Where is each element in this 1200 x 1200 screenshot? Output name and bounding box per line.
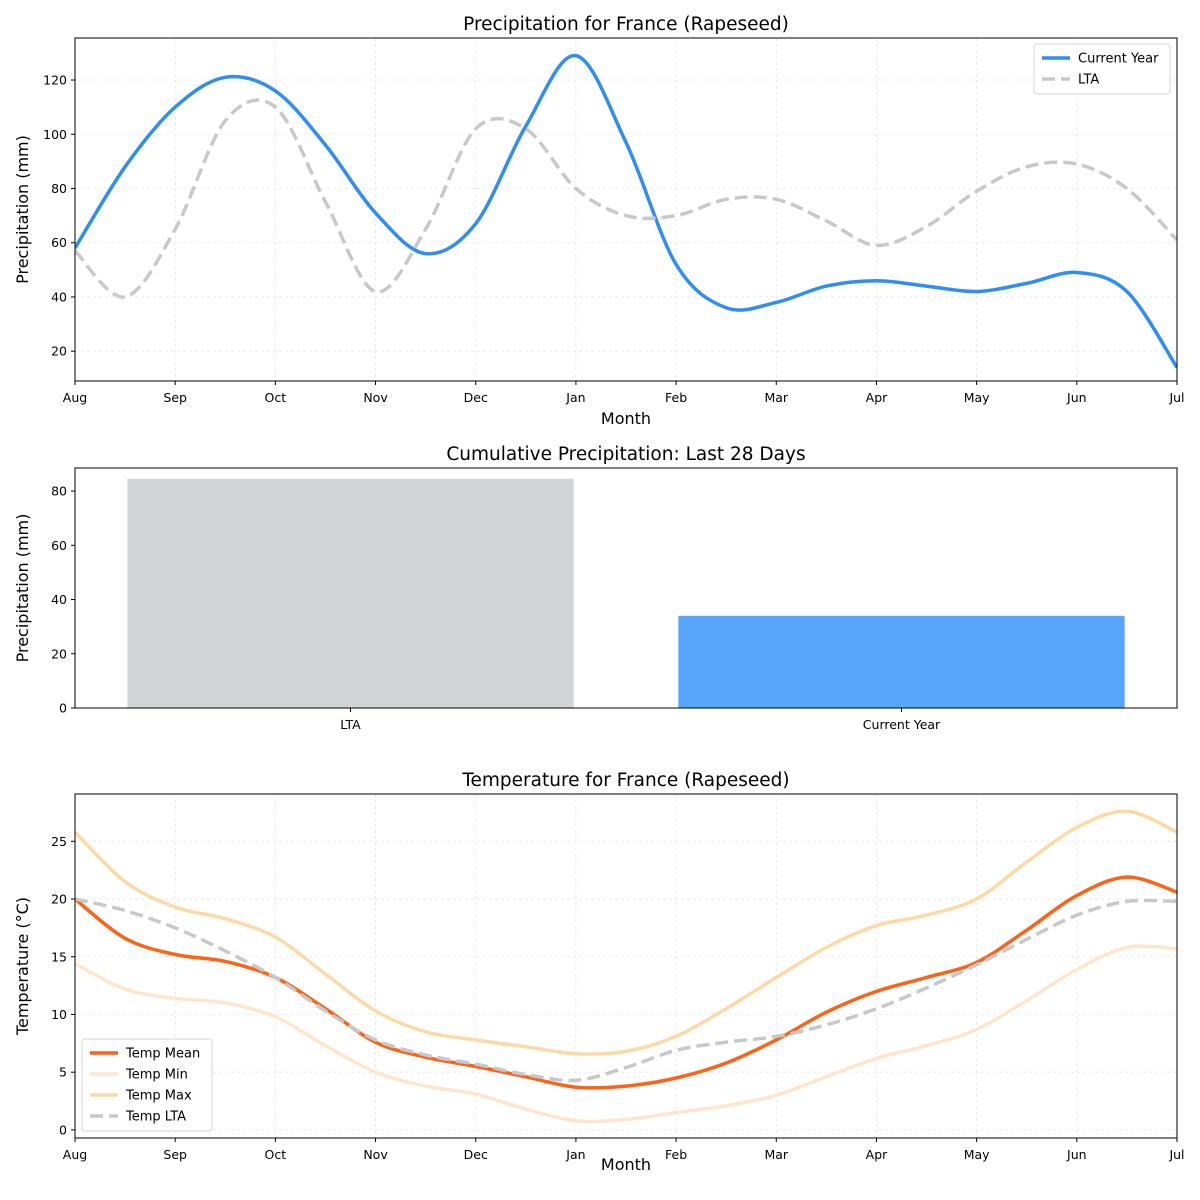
x-tick-label: Jul [1168,390,1184,405]
chart-2: Temperature for France (Rapeseed) Tempera… [13,770,1185,1174]
x-tick-label: Feb [665,390,687,405]
x-tick-label: Current Year [863,717,941,732]
x-tick-label: Jul [1168,1147,1184,1162]
x-tick-label: Aug [63,390,87,405]
y-axis-label: Precipitation (mm) [13,135,32,284]
chart-title: Temperature for France (Rapeseed) [461,770,789,791]
x-tick-label: May [964,390,990,405]
y-tick-label: 0 [59,701,67,716]
x-tick-label: Jun [1066,1147,1087,1162]
series-line-current-year [75,53,1177,369]
series-line-lta [75,98,1177,299]
x-tick-label: Oct [265,390,287,405]
y-tick-label: 0 [59,1122,67,1137]
y-tick-label: 20 [51,344,67,359]
y-tick-label: 40 [51,592,67,607]
y-tick-label: 20 [51,892,67,907]
x-tick-label: Nov [363,390,388,405]
x-tick-label: Aug [63,1147,87,1162]
x-tick-label: Jan [565,1147,585,1162]
x-axis-label: Month [601,1155,651,1174]
y-tick-label: 60 [51,235,67,250]
axes-frame [74,793,1178,1139]
series-line-temp-max [75,809,1177,1056]
series-line-temp-mean [75,875,1177,1090]
legend-label: LTA [1078,73,1099,88]
legend-label: Temp LTA [125,1110,186,1125]
legend: Temp Mean Temp Min Temp Max Temp LTA [81,1038,213,1132]
x-tick-label: Sep [163,390,187,405]
y-tick-label: 60 [51,538,67,553]
legend-label: Temp Max [125,1089,192,1104]
x-tick-label: Mar [764,390,788,405]
y-tick-label: 15 [51,949,67,964]
x-tick-label: Jun [1066,390,1087,405]
x-tick-label: Dec [464,390,488,405]
chart-title: Cumulative Precipitation: Last 28 Days [446,444,805,465]
x-axis-label: Month [601,409,651,428]
x-tick-label: Oct [265,1147,287,1162]
chart-1: Cumulative Precipitation: Last 28 Days Pr… [13,444,1178,732]
y-tick-label: 120 [43,73,67,88]
x-tick-label: Dec [464,1147,488,1162]
legend-box [81,1038,213,1132]
axes-frame [74,467,1178,709]
chart-title: Precipitation for France (Rapeseed) [463,14,789,35]
x-tick-label: Apr [866,1147,888,1162]
x-tick-label: Apr [866,390,888,405]
y-tick-label: 5 [59,1065,67,1080]
y-tick-label: 20 [51,646,67,661]
axes-frame [74,37,1178,382]
y-tick-label: 25 [51,834,67,849]
legend-label: Current Year [1078,52,1159,67]
y-tick-label: 100 [43,127,67,142]
y-axis-label: Temperature (°C) [13,897,32,1036]
y-axis-label: Precipitation (mm) [13,514,32,663]
y-tick-label: 10 [51,1007,67,1022]
series-line-temp-min [75,944,1177,1124]
legend-label: Temp Mean [125,1047,200,1062]
x-tick-label: LTA [340,717,361,732]
series-line-temp-lta [75,897,1177,1083]
y-tick-label: 80 [51,181,67,196]
x-tick-label: Sep [163,1147,187,1162]
bar-lta [127,478,574,708]
bar-current-year [678,615,1125,708]
legend: Current Year LTA [1033,43,1171,95]
x-tick-label: Nov [363,1147,388,1162]
x-tick-label: Jan [565,390,585,405]
y-tick-label: 40 [51,289,67,304]
x-tick-label: May [964,1147,990,1162]
x-tick-label: Feb [665,1147,687,1162]
y-tick-label: 80 [51,484,67,499]
chart-0: Precipitation for France (Rapeseed) Preci… [13,14,1185,428]
legend-label: Temp Min [125,1068,188,1083]
x-tick-label: Mar [764,1147,788,1162]
